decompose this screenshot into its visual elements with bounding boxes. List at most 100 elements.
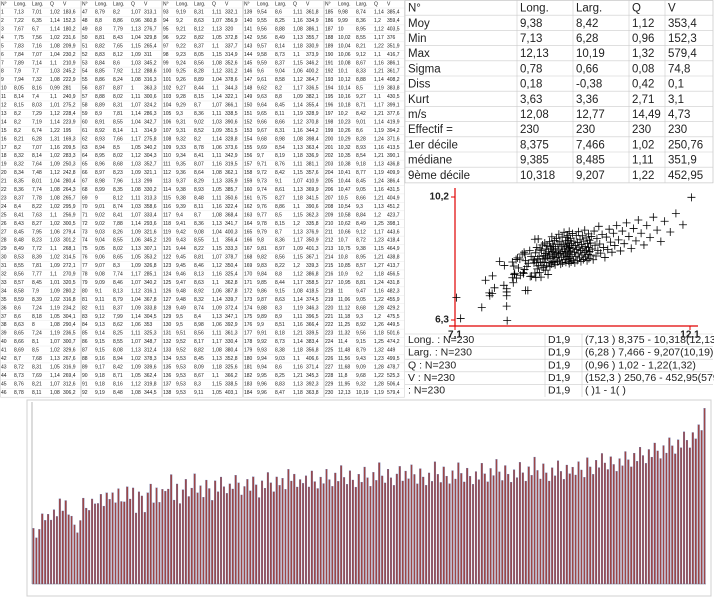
- table-cell: 56: [82, 86, 88, 92]
- scatter-point: [525, 246, 534, 255]
- table-cell: 314,9: [144, 128, 157, 134]
- table-cell: 1,11: [293, 10, 303, 16]
- table-cell: 159: [244, 179, 253, 185]
- bar: [272, 491, 275, 585]
- table-cell: 8,8: [275, 272, 282, 278]
- table-cell: 1,17: [374, 229, 384, 235]
- table-cell: 1,15: [293, 255, 303, 261]
- bar: [275, 476, 278, 585]
- table-cell: 9,8: [257, 238, 264, 244]
- table-cell: 1,17: [293, 280, 303, 286]
- table-cell: 8,72: [14, 364, 24, 370]
- table-cell: 1,18: [293, 153, 303, 159]
- table-cell: 7,89: [14, 60, 24, 66]
- table-cell: 1,07: [131, 103, 141, 109]
- table-cell: 7,96: [113, 179, 123, 185]
- bar: [621, 465, 624, 585]
- table-cell: 114: [163, 187, 171, 193]
- table-cell: 10,38: [338, 162, 351, 168]
- table-cell: 9,15: [356, 339, 366, 345]
- table-cell: 8,94: [113, 356, 123, 362]
- table-cell: 8,9: [275, 314, 282, 320]
- stats-cell: 230: [632, 124, 651, 136]
- table-cell: 304,3: [144, 153, 157, 159]
- scatter-point: [646, 233, 655, 242]
- table-cell: 1,14: [212, 94, 222, 100]
- table-cell: 367,8: [144, 297, 157, 303]
- table-cell: 4: [1, 35, 4, 41]
- table-cell: 9,08: [95, 272, 105, 278]
- scatter-point: [631, 236, 640, 245]
- table-cell: 10,5: [338, 195, 348, 201]
- stats-cell: 0,1: [668, 79, 684, 91]
- table-cell: 8,44: [275, 280, 285, 286]
- table-cell: 8,55: [356, 35, 366, 41]
- table-cell: 11,95: [338, 381, 350, 387]
- table-cell: 8,45: [32, 280, 42, 286]
- table-cell: 1,11: [131, 331, 141, 337]
- bar: [196, 492, 199, 585]
- table-cell: 8,64: [194, 170, 204, 176]
- table-cell: 1,02: [50, 35, 60, 41]
- table-block-border: [81, 0, 162, 398]
- scatter-point: [565, 227, 574, 236]
- table-cell: 8,27: [32, 221, 42, 227]
- table-cell: 1,07: [212, 18, 222, 24]
- table-cell: 50: [82, 35, 88, 41]
- bar: [149, 483, 152, 585]
- table-cell: 9,83: [257, 263, 267, 269]
- table-cell: 1,08: [212, 170, 222, 176]
- scatter-point: [584, 243, 593, 252]
- table-cell: 1,07: [131, 280, 141, 286]
- table-cell: 58: [82, 103, 88, 109]
- table-cell: 1,15: [293, 60, 303, 66]
- table-cell: 1,11: [212, 195, 222, 201]
- table-cell: 8,01: [32, 179, 42, 185]
- table-cell: 7,07: [32, 52, 42, 58]
- table-cell: 48: [82, 18, 88, 24]
- table-cell: 7: [1, 60, 4, 66]
- table-header: V: [306, 1, 310, 7]
- table-cell: 208: [325, 204, 334, 210]
- table-cell: 10,66: [338, 229, 351, 235]
- table-cell: 69: [82, 195, 88, 201]
- table-cell: 8,61: [275, 187, 285, 193]
- table-cell: 1,17: [293, 86, 303, 92]
- table-cell: 115: [163, 195, 171, 201]
- table-cell: 1,11: [131, 195, 141, 201]
- stats-cell: 250,76: [668, 139, 703, 151]
- table-cell: 8,88: [356, 77, 366, 83]
- table-cell: 92: [82, 390, 88, 396]
- table-cell: 386,1: [306, 26, 319, 32]
- table-cell: 267,6: [63, 356, 76, 362]
- table-cell: 1,28: [374, 381, 384, 387]
- scatter-point: [649, 213, 658, 222]
- table-cell: 8,52: [194, 128, 204, 134]
- stats-cell: Diss: [408, 79, 431, 91]
- table-cell: 1,09: [131, 170, 141, 176]
- table-cell: 1,04: [212, 229, 222, 235]
- table-cell: 8,44: [194, 86, 204, 92]
- table-cell: 110: [163, 153, 171, 159]
- stats-header: Q: [632, 3, 641, 15]
- table-cell: 1,05: [50, 314, 60, 320]
- table-cell: 325,4: [225, 272, 238, 278]
- table-cell: 11,06: [338, 297, 350, 303]
- bar: [281, 478, 284, 585]
- table-cell: 8,98: [275, 136, 285, 142]
- y-tick-label: 6,3: [435, 315, 449, 326]
- table-cell: 8,28: [194, 69, 204, 75]
- table-cell: 2: [1, 18, 4, 24]
- table-cell: 8,92: [194, 288, 204, 294]
- scatter-point: [537, 273, 546, 282]
- bar: [44, 520, 47, 585]
- table-cell: 8,89: [95, 103, 105, 109]
- table-cell: 10,19: [356, 390, 369, 396]
- table-cell: 1,12: [293, 272, 303, 278]
- dtable-cell: Long. : N=230: [408, 334, 474, 346]
- bar: [111, 492, 114, 585]
- table-cell: 197: [325, 111, 334, 117]
- table-cell: 8,48: [194, 195, 204, 201]
- stats-cell: 12,13: [520, 48, 549, 60]
- table-cell: 9,56: [257, 26, 267, 32]
